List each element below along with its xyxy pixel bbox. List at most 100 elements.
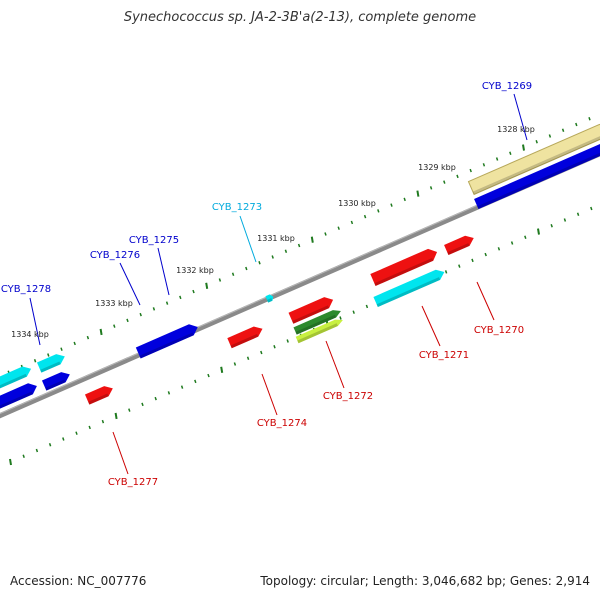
outer-tick [443, 180, 446, 184]
outer-tick [561, 128, 565, 132]
inner-tick [88, 425, 91, 430]
outer-tick [324, 232, 327, 236]
inner-tick [75, 431, 78, 435]
outer-tick [588, 116, 591, 121]
cyb-1270-feature[interactable] [444, 233, 476, 256]
inner-tick [497, 247, 501, 251]
cyb-1274-label[interactable]: CYB_1274 [257, 418, 307, 429]
gene-arrow-shade [292, 305, 330, 324]
gene-arrow [41, 372, 70, 391]
footer-accession: Accession: NC_007776 [10, 574, 147, 588]
gene-arrow [373, 269, 445, 308]
outer-tick [179, 295, 182, 300]
outer-tick [416, 190, 420, 197]
scale-label: 1331 kbp [257, 234, 295, 243]
inner-tick [260, 350, 263, 355]
outer-tick [152, 307, 156, 311]
outer-tick [245, 266, 248, 271]
outer-tick [429, 186, 433, 190]
gene-arrow [227, 326, 263, 349]
cyb-1278-forward-feature-a[interactable] [41, 369, 72, 391]
gene-arrow [135, 324, 198, 359]
outer-tick [60, 347, 63, 351]
inner-tick [9, 458, 12, 466]
outer-tick [575, 122, 578, 127]
outer-tick [231, 272, 235, 277]
cyb-1271-label[interactable]: CYB_1271 [419, 350, 469, 361]
cyb-1276-label[interactable]: CYB_1276 [90, 250, 140, 261]
outer-tick [99, 328, 103, 336]
inner-tick [550, 224, 553, 228]
inner-tick [167, 391, 171, 395]
scale-label: 1328 kbp [497, 125, 535, 134]
cyb-1274-feature[interactable] [227, 324, 264, 349]
cyb-1272-label[interactable]: CYB_1272 [323, 391, 373, 402]
gene-arrow [474, 141, 600, 210]
outer-tick [535, 140, 538, 144]
outer-tick [522, 144, 525, 151]
gene-arrow [444, 235, 474, 256]
gene-arrow [84, 386, 113, 405]
cyb-1272-green-feature[interactable] [293, 307, 342, 335]
outer-tick [33, 358, 37, 363]
cyb-1272-yellowgreen-feature[interactable] [295, 317, 345, 344]
outer-tick [218, 278, 222, 282]
label-leaders [29, 93, 528, 475]
cyb-1275-feature[interactable] [135, 321, 200, 359]
cyb-1278-cyan-feature-a[interactable] [36, 351, 67, 373]
inner-tick [458, 264, 461, 268]
outer-tick [126, 318, 129, 323]
cyb-1278-label[interactable]: CYB_1278 [1, 284, 51, 295]
inner-tick [273, 345, 276, 349]
cyb-1270-leader [476, 281, 495, 321]
cyb-1274-leader [261, 373, 278, 416]
inner-tick [114, 412, 118, 420]
gene-labels: CYB_1269 CYB_1270 CYB_1271 CYB_1272 CYB_1273… [1, 81, 532, 488]
cyb-1272-feature[interactable] [288, 294, 336, 324]
cyb-1275-label[interactable]: CYB_1275 [129, 235, 179, 246]
gene-arrow [36, 354, 65, 373]
outer-tick [205, 282, 209, 289]
scale-labels: 1328 kbp 1329 kbp 1330 kbp 1331 kbp 1332 kbp… [11, 125, 535, 339]
outer-tick [113, 324, 116, 328]
inner-tick [207, 373, 210, 378]
inner-tick [563, 218, 567, 222]
inner-tick [484, 252, 487, 257]
outer-tick [377, 209, 380, 213]
cyb-1273-feature[interactable] [265, 293, 274, 303]
map-title: Synechococcus sp. JA-2-3B'a(2-13), compl… [123, 10, 477, 25]
cyb-1270-label[interactable]: CYB_1270 [474, 325, 524, 336]
inner-tick [352, 310, 355, 314]
cyb-1269-feature[interactable] [467, 122, 600, 196]
outer-tick [284, 249, 288, 253]
cyb-1273-label[interactable]: CYB_1273 [212, 202, 262, 213]
outer-tick [192, 289, 195, 294]
inner-tick [48, 442, 52, 447]
cyb-1278-forward-feature-b[interactable] [0, 380, 39, 412]
inner-tick [35, 448, 39, 453]
gene-arrow-shade [139, 332, 194, 359]
outer-tick [271, 255, 274, 259]
cyb-1277-feature[interactable] [84, 383, 115, 405]
cyb-1269-forward-feature[interactable] [474, 139, 600, 210]
inner-tick [22, 454, 25, 458]
outer-tick [495, 157, 499, 161]
gene-arrow-shade [447, 243, 470, 256]
cyb-1278-cyan-feature-b[interactable] [0, 364, 33, 393]
cyb-1271-cyan-feature[interactable] [373, 267, 446, 308]
inner-tick [101, 419, 105, 424]
inner-tick [444, 270, 448, 274]
outer-tick [310, 236, 314, 243]
cyb-1269-label[interactable]: CYB_1269 [482, 81, 532, 92]
cyb-1277-label[interactable]: CYB_1277 [108, 477, 158, 488]
outer-tick [390, 203, 393, 207]
outer-tick [139, 312, 142, 317]
scale-label: 1330 kbp [338, 199, 376, 208]
outer-tick [548, 134, 552, 138]
outer-tick [363, 214, 367, 219]
outer-tick [482, 163, 486, 167]
scale-label: 1329 kbp [418, 163, 456, 172]
cyb-1271-feature[interactable] [370, 246, 439, 286]
